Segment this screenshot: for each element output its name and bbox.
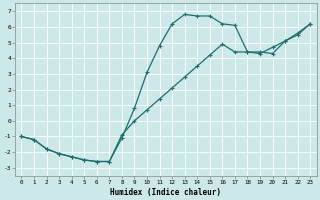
X-axis label: Humidex (Indice chaleur): Humidex (Indice chaleur) [110,188,221,197]
